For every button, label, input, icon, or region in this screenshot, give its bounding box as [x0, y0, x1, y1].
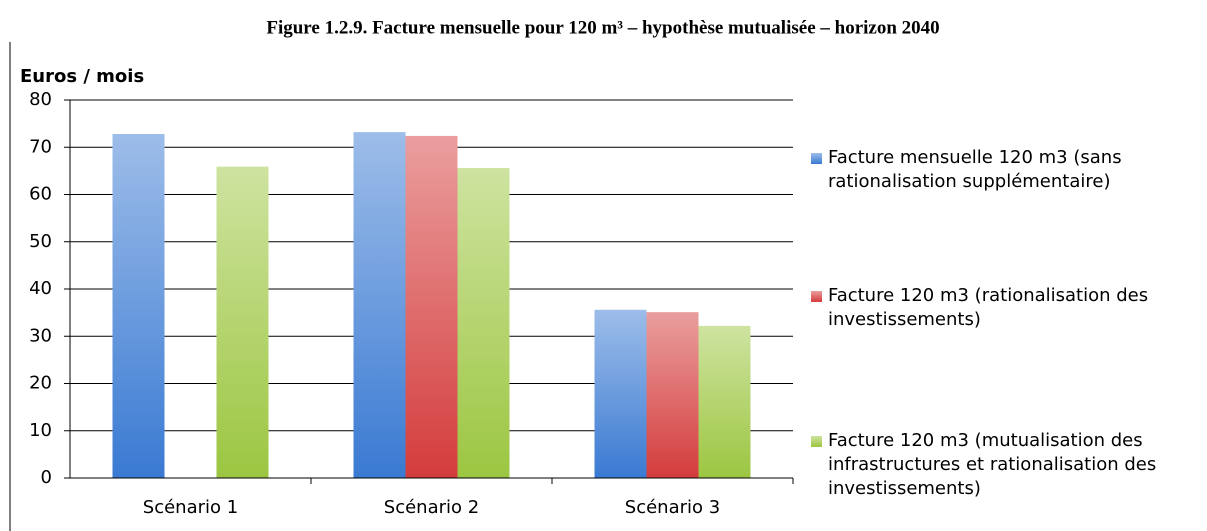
- bar: [698, 325, 751, 478]
- bar: [457, 168, 510, 479]
- x-tick-label: Scénario 1: [143, 497, 238, 518]
- legend-item: Facture 120 m3 (mutualisation des infras…: [808, 429, 1203, 501]
- legend-label: Facture 120 m3 (rationalisation des inve…: [828, 285, 1149, 330]
- bar: [594, 309, 647, 478]
- bar: [353, 132, 406, 478]
- legend-label: Facture mensuelle 120 m3 (sans rationali…: [828, 147, 1122, 192]
- y-tick-label: 80: [29, 89, 52, 110]
- legend-item: Facture 120 m3 (rationalisation des inve…: [808, 284, 1203, 332]
- y-tick-label: 20: [29, 373, 52, 394]
- bar: [646, 312, 699, 478]
- chart-title: Figure 1.2.9. Facture mensuelle pour 120…: [266, 17, 939, 38]
- legend-item: Facture mensuelle 120 m3 (sans rationali…: [808, 146, 1203, 194]
- bar: [112, 134, 165, 478]
- y-tick-label: 30: [29, 325, 52, 346]
- y-tick-label: 50: [29, 231, 52, 252]
- legend-swatch: [811, 291, 822, 302]
- legend-swatch: [811, 153, 822, 164]
- y-tick-label: 0: [41, 467, 52, 488]
- x-tick-label: Scénario 3: [625, 497, 720, 518]
- y-tick-label: 40: [29, 278, 52, 299]
- bar: [216, 166, 269, 478]
- y-tick-label: 70: [29, 136, 52, 157]
- legend-label: Facture 120 m3 (mutualisation des infras…: [828, 430, 1157, 499]
- x-tick-label: Scénario 2: [384, 497, 479, 518]
- y-tick-label: 10: [29, 420, 52, 441]
- y-tick-label: 60: [29, 184, 52, 205]
- y-axis-label: Euros / mois: [20, 66, 144, 87]
- legend-swatch: [811, 436, 822, 447]
- bar: [405, 135, 458, 478]
